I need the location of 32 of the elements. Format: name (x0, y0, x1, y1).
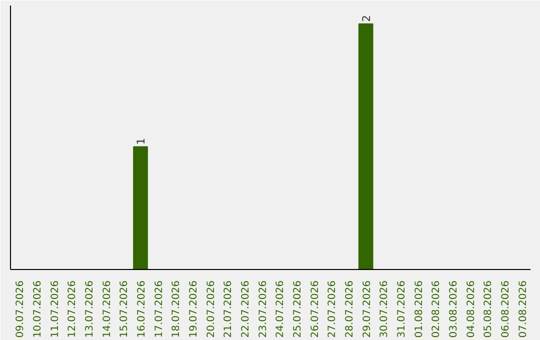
x-tick-label: 31.07.2026 (396, 280, 408, 338)
x-tick-label: 20.07.2026 (206, 280, 217, 338)
x-tick-label: 13.07.2026 (84, 280, 96, 338)
x-tick-label: 09.07.2026 (15, 280, 26, 338)
x-tick-label: 03.08.2026 (448, 280, 460, 338)
x-tick-label: 30.07.2026 (379, 280, 390, 338)
x-tick-label: 17.07.2026 (154, 280, 165, 338)
x-tick-label: 06.08.2026 (500, 280, 512, 338)
x-tick-label: 19.07.2026 (188, 280, 200, 338)
x-tick-label: 22.07.2026 (240, 280, 252, 338)
x-tick-label: 24.07.2026 (275, 280, 286, 338)
x-tick-label: 21.07.2026 (223, 280, 234, 338)
x-tick-label: 01.08.2026 (414, 280, 425, 338)
x-tick-label: 07.08.2026 (518, 280, 529, 338)
x-tick-label: 12.07.2026 (67, 280, 78, 338)
x-tick-label: 16.07.2026 (136, 280, 148, 338)
x-tick-label: 23.07.2026 (258, 280, 269, 338)
x-tick-label: 29.07.2026 (362, 280, 373, 338)
x-tick-label: 18.07.2026 (171, 280, 182, 338)
x-tick-label: 04.08.2026 (466, 280, 477, 338)
x-tick-label: 27.07.2026 (327, 280, 338, 338)
x-tick-label: 26.07.2026 (310, 280, 321, 338)
x-tick-label: 14.07.2026 (102, 280, 113, 338)
data-label: 2 (360, 15, 373, 22)
x-tick-label: 15.07.2026 (119, 280, 130, 338)
x-tick-label: 11.07.2026 (50, 280, 61, 338)
x-tick-label: 28.07.2026 (344, 280, 356, 338)
data-label: 1 (134, 138, 148, 145)
x-tick-label: 02.08.2026 (431, 280, 442, 338)
x-tick-label: 05.08.2026 (483, 280, 494, 338)
x-tick-label: 10.07.2026 (32, 280, 44, 338)
x-tick-label: 25.07.2026 (292, 280, 304, 338)
